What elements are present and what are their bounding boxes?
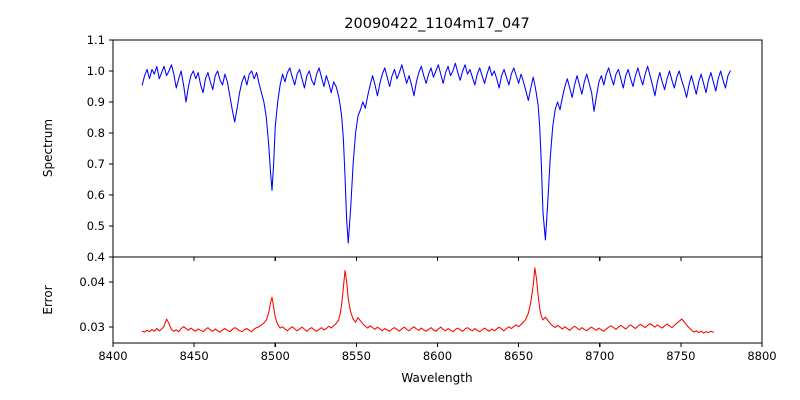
error-data-line bbox=[141, 267, 714, 334]
y-tick-label: 0.4 bbox=[87, 250, 105, 264]
error-axes-frame bbox=[112, 256, 763, 344]
y-tick-label: 0.9 bbox=[87, 95, 105, 109]
error-y-axis-label: Error bbox=[41, 285, 55, 314]
spectrum-y-tick-group: 0.4 0.5 0.6 0.7 0.8 0.9 1.0 1.1 bbox=[87, 33, 113, 264]
x-tick-label: 8400 bbox=[98, 349, 127, 363]
y-tick-label: 0.6 bbox=[87, 188, 105, 202]
y-tick-label: 0.7 bbox=[87, 157, 105, 171]
spectrum-data-line bbox=[141, 62, 731, 244]
x-tick-label: 8650 bbox=[504, 349, 533, 363]
x-tick-label: 8800 bbox=[747, 349, 776, 363]
x-tick-label: 8500 bbox=[261, 349, 290, 363]
spectrum-y-axis-label: Spectrum bbox=[41, 119, 55, 177]
y-tick-label: 0.8 bbox=[87, 126, 105, 140]
page-title: 20090422_1104m17_047 bbox=[344, 16, 529, 32]
y-tick-label: 1.1 bbox=[87, 33, 105, 47]
y-tick-label: 0.5 bbox=[87, 219, 105, 233]
x-axis-label: Wavelength bbox=[401, 371, 472, 385]
x-tick-label: 8550 bbox=[342, 349, 371, 363]
error-x-tick-group: 8400 8450 8500 8550 8600 8650 8700 8750 8800 bbox=[98, 343, 777, 363]
y-tick-label: 0.03 bbox=[79, 320, 105, 334]
error-y-tick-group: 0.03 0.04 bbox=[79, 275, 113, 334]
x-tick-label: 8600 bbox=[423, 349, 452, 363]
y-tick-label: 1.0 bbox=[87, 64, 105, 78]
error-panel: 0.03 0.04 8400 8450 8500 8550 8600 8650 8700 875… bbox=[41, 256, 777, 385]
x-tick-label: 8450 bbox=[179, 349, 208, 363]
x-tick-label: 8750 bbox=[666, 349, 695, 363]
x-tick-label: 8700 bbox=[585, 349, 614, 363]
y-tick-label: 0.04 bbox=[79, 275, 105, 289]
